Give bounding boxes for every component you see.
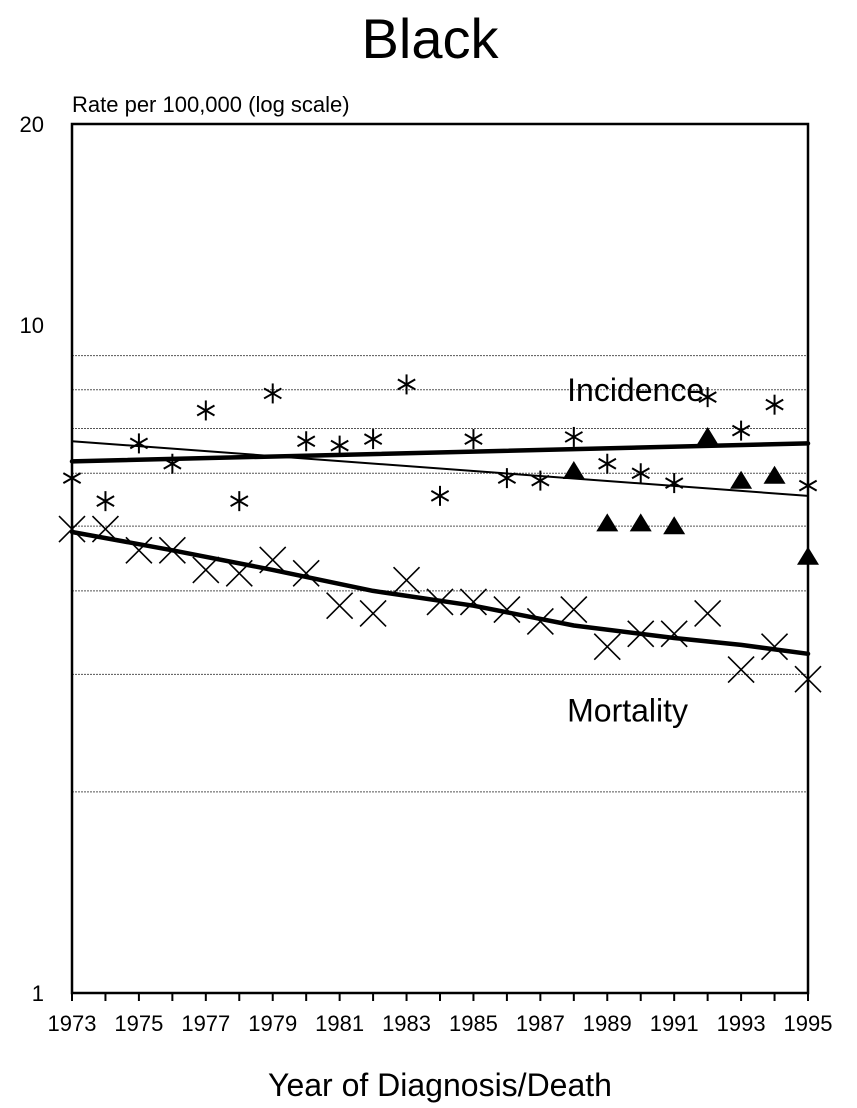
x-tick-label: 1991 <box>650 1011 699 1036</box>
x-tick-label: 1973 <box>48 1011 97 1036</box>
triangle-marker <box>763 465 786 484</box>
x-tick-label: 1977 <box>181 1011 230 1036</box>
chart-title: Black <box>362 7 500 70</box>
asterisk-marker <box>665 473 684 494</box>
plot-frame <box>70 122 810 995</box>
x-tick-label: 1989 <box>583 1011 632 1036</box>
x-marker <box>426 588 454 616</box>
triangle-marker <box>663 516 686 535</box>
x-marker <box>225 559 253 587</box>
asterisk-marker <box>330 435 349 456</box>
asterisk-marker <box>163 453 182 474</box>
x-marker <box>459 588 488 616</box>
annotations: Incidence Mortality <box>567 372 704 729</box>
x-tick-label: 1979 <box>248 1011 297 1036</box>
gridlines <box>72 355 808 793</box>
axes: 1973 1975 1977 1979 1981 1983 1985 1987 1989 1991… <box>20 112 833 1036</box>
asterisk-marker <box>497 468 517 489</box>
x-marker <box>392 566 421 594</box>
asterisk-marker <box>263 383 282 404</box>
trend-line <box>71 440 809 497</box>
x-tick-label: 1981 <box>315 1011 364 1036</box>
asterisk-marker <box>598 453 617 474</box>
y-tick-label: 10 <box>20 313 44 338</box>
x-tick-label: 1987 <box>516 1011 565 1036</box>
x-marker <box>593 633 621 661</box>
asterisk-marker <box>765 394 784 415</box>
x-tick-label: 1985 <box>449 1011 498 1036</box>
x-marker <box>192 556 220 584</box>
x-tick-label: 1993 <box>717 1011 766 1036</box>
triangle-marker <box>596 513 619 532</box>
y-tick-label: 20 <box>20 112 44 137</box>
x-tick-label: 1983 <box>382 1011 431 1036</box>
asterisk-marker <box>363 429 383 450</box>
asterisk-marker <box>464 429 483 450</box>
x-marker <box>694 599 722 628</box>
x-marker <box>158 536 186 564</box>
x-marker <box>727 655 755 684</box>
x-marker <box>326 592 354 620</box>
x-marker <box>493 596 521 624</box>
x-marker <box>259 546 287 574</box>
asterisk-marker <box>531 470 550 491</box>
triangle-marker <box>629 513 652 532</box>
triangle-marker <box>696 427 719 446</box>
y-tick-label: 1 <box>32 981 44 1006</box>
x-marker <box>359 599 387 628</box>
x-tick-label: 1995 <box>784 1011 833 1036</box>
asterisk-marker <box>96 491 115 512</box>
annotation-label: Incidence <box>567 372 704 408</box>
asterisk-marker <box>230 491 249 512</box>
x-marker <box>627 620 655 648</box>
data-markers <box>58 374 822 693</box>
triangle-marker <box>730 470 753 489</box>
x-axis-title: Year of Diagnosis/Death <box>268 1067 612 1103</box>
x-marker <box>560 596 588 624</box>
asterisk-marker <box>564 426 583 447</box>
asterisk-marker <box>731 420 751 441</box>
asterisk-marker <box>129 433 149 454</box>
trend-line <box>69 529 811 657</box>
x-marker <box>91 515 120 543</box>
annotation-label: Mortality <box>567 692 688 728</box>
x-marker <box>292 559 320 587</box>
x-marker <box>125 536 153 564</box>
triangle-marker <box>562 460 585 479</box>
trend-lines <box>69 440 811 657</box>
x-marker <box>660 620 688 648</box>
x-marker <box>526 607 554 635</box>
x-tick-label: 1975 <box>114 1011 163 1036</box>
asterisk-marker <box>397 374 416 395</box>
asterisk-marker <box>297 431 316 452</box>
trend-line <box>69 441 811 464</box>
asterisk-marker <box>631 463 650 484</box>
x-marker <box>760 633 789 661</box>
asterisk-marker <box>430 485 450 506</box>
y-axis-label: Rate per 100,000 (log scale) <box>72 92 350 117</box>
asterisk-marker <box>196 400 215 421</box>
asterisk-marker <box>698 387 717 408</box>
